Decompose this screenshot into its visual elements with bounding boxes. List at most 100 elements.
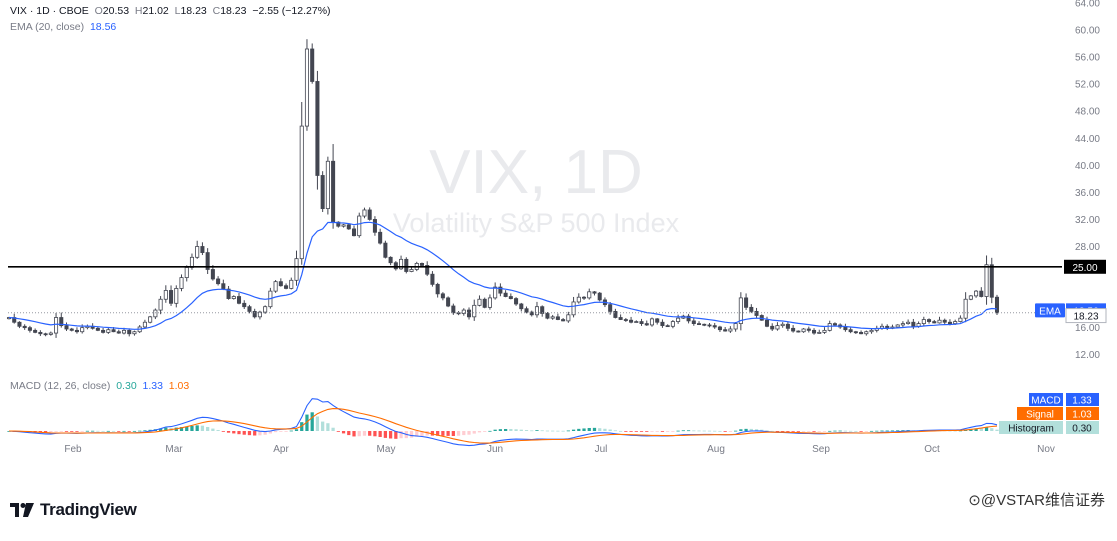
- macd-hist-bar: [451, 431, 455, 436]
- candle-body: [362, 209, 367, 217]
- macd-hist-bar: [519, 429, 523, 431]
- macd-hist-bar: [822, 431, 827, 432]
- candle-body: [216, 278, 221, 285]
- candle-body: [95, 327, 100, 331]
- macd-hist-bar: [394, 431, 398, 439]
- candle-body: [477, 298, 482, 306]
- macd-hist-bar: [744, 428, 748, 431]
- macd-hist-bar: [817, 431, 821, 432]
- candle-body: [294, 258, 299, 281]
- macd-hist-bar: [880, 430, 884, 432]
- macd-hist-bar: [833, 430, 837, 432]
- macd-hist-bar: [660, 431, 665, 432]
- macd-hist-bar: [551, 430, 555, 432]
- candle-body: [336, 221, 341, 227]
- candle-body: [927, 319, 932, 322]
- candle-body: [932, 321, 937, 324]
- macd-hist-bar: [503, 428, 508, 431]
- candle-body: [315, 81, 320, 176]
- candle-body: [252, 311, 257, 318]
- macd-hist-bar: [509, 428, 513, 431]
- ema-legend-value: 18.56: [89, 21, 117, 33]
- candle-body: [639, 321, 644, 324]
- tradingview-logo[interactable]: TradingView: [10, 500, 137, 520]
- candle-body: [169, 290, 174, 304]
- candle-body: [827, 323, 832, 331]
- candle-body: [210, 269, 215, 280]
- macd-hist-bar: [127, 431, 131, 432]
- candle-body: [48, 332, 53, 335]
- candle-body: [472, 304, 477, 318]
- candle-body: [195, 246, 200, 258]
- candle-body: [906, 321, 911, 324]
- macd-badge-value-bg: [1066, 407, 1099, 420]
- candle-body: [697, 323, 702, 325]
- candle-body: [163, 290, 168, 300]
- candle-body: [859, 331, 864, 335]
- candle-body: [304, 48, 309, 127]
- candle-body: [963, 298, 968, 319]
- macd-hist-bar: [357, 431, 361, 437]
- macd-hist-bar: [582, 428, 586, 431]
- macd-hist-bar: [984, 427, 989, 431]
- candle-body: [226, 288, 231, 299]
- candle-body: [242, 302, 247, 308]
- candle-body: [69, 328, 74, 331]
- macd-hist-bar: [315, 416, 320, 431]
- candle-body: [660, 321, 665, 327]
- candle-body: [911, 321, 916, 327]
- candle-body: [273, 281, 278, 292]
- candle-body: [686, 315, 691, 322]
- candle-body: [179, 277, 184, 289]
- macd-hist-bar: [566, 430, 570, 432]
- x-tick-label: Apr: [273, 444, 289, 455]
- macd-hist-bar: [111, 430, 116, 432]
- low-key: L: [174, 5, 181, 17]
- x-tick-label: Aug: [707, 444, 725, 455]
- x-tick-label: Jun: [487, 444, 503, 455]
- candle-body: [388, 256, 393, 264]
- macd-hist-bar: [969, 428, 973, 431]
- macd-hist-bar: [430, 431, 435, 436]
- candle-body: [508, 296, 513, 299]
- ema-line: [8, 221, 998, 330]
- macd-hist-bar: [624, 431, 628, 432]
- candle-body: [43, 333, 48, 336]
- candle-body: [691, 320, 696, 324]
- macd-hist-bar: [739, 429, 743, 431]
- macd-hist-bar: [770, 430, 774, 432]
- macd-hist-bar: [728, 431, 733, 432]
- candle-body: [754, 311, 759, 316]
- candle-body: [284, 285, 289, 289]
- macd-hist-bar: [869, 430, 874, 432]
- ema-legend-label: EMA (20, close): [10, 21, 85, 33]
- macd-hist-bar: [206, 426, 210, 431]
- macd-hist-bar: [645, 431, 649, 432]
- candle-body: [655, 318, 660, 323]
- candle-body: [383, 242, 388, 258]
- macd-hist-bar: [592, 427, 597, 431]
- macd-badge-value-bg: [1066, 421, 1099, 434]
- x-tick-label: Oct: [924, 444, 940, 455]
- macd-hist-bar: [420, 431, 424, 436]
- macd-hist-bar: [70, 431, 74, 432]
- tradingview-logo-icon: [10, 503, 34, 517]
- candle-body: [132, 331, 137, 335]
- macd-hist-bar: [326, 423, 330, 431]
- macd-hist-bar: [535, 430, 539, 431]
- candle-body: [738, 297, 743, 324]
- candle-body: [451, 305, 456, 314]
- ema-name-badge: [1035, 303, 1065, 318]
- watermark-title: VIX, 1D: [429, 138, 643, 207]
- candle-body: [393, 262, 398, 270]
- macd-hist-bar: [587, 427, 591, 431]
- macd-hist-bar: [321, 421, 325, 431]
- candle-body: [498, 286, 503, 294]
- candle-body: [989, 264, 994, 298]
- candle-body: [440, 293, 445, 299]
- candle-body: [984, 264, 989, 297]
- macd-hist-bar: [279, 431, 283, 432]
- macd-hist-bar: [331, 427, 335, 431]
- macd-hist-bar: [791, 431, 795, 432]
